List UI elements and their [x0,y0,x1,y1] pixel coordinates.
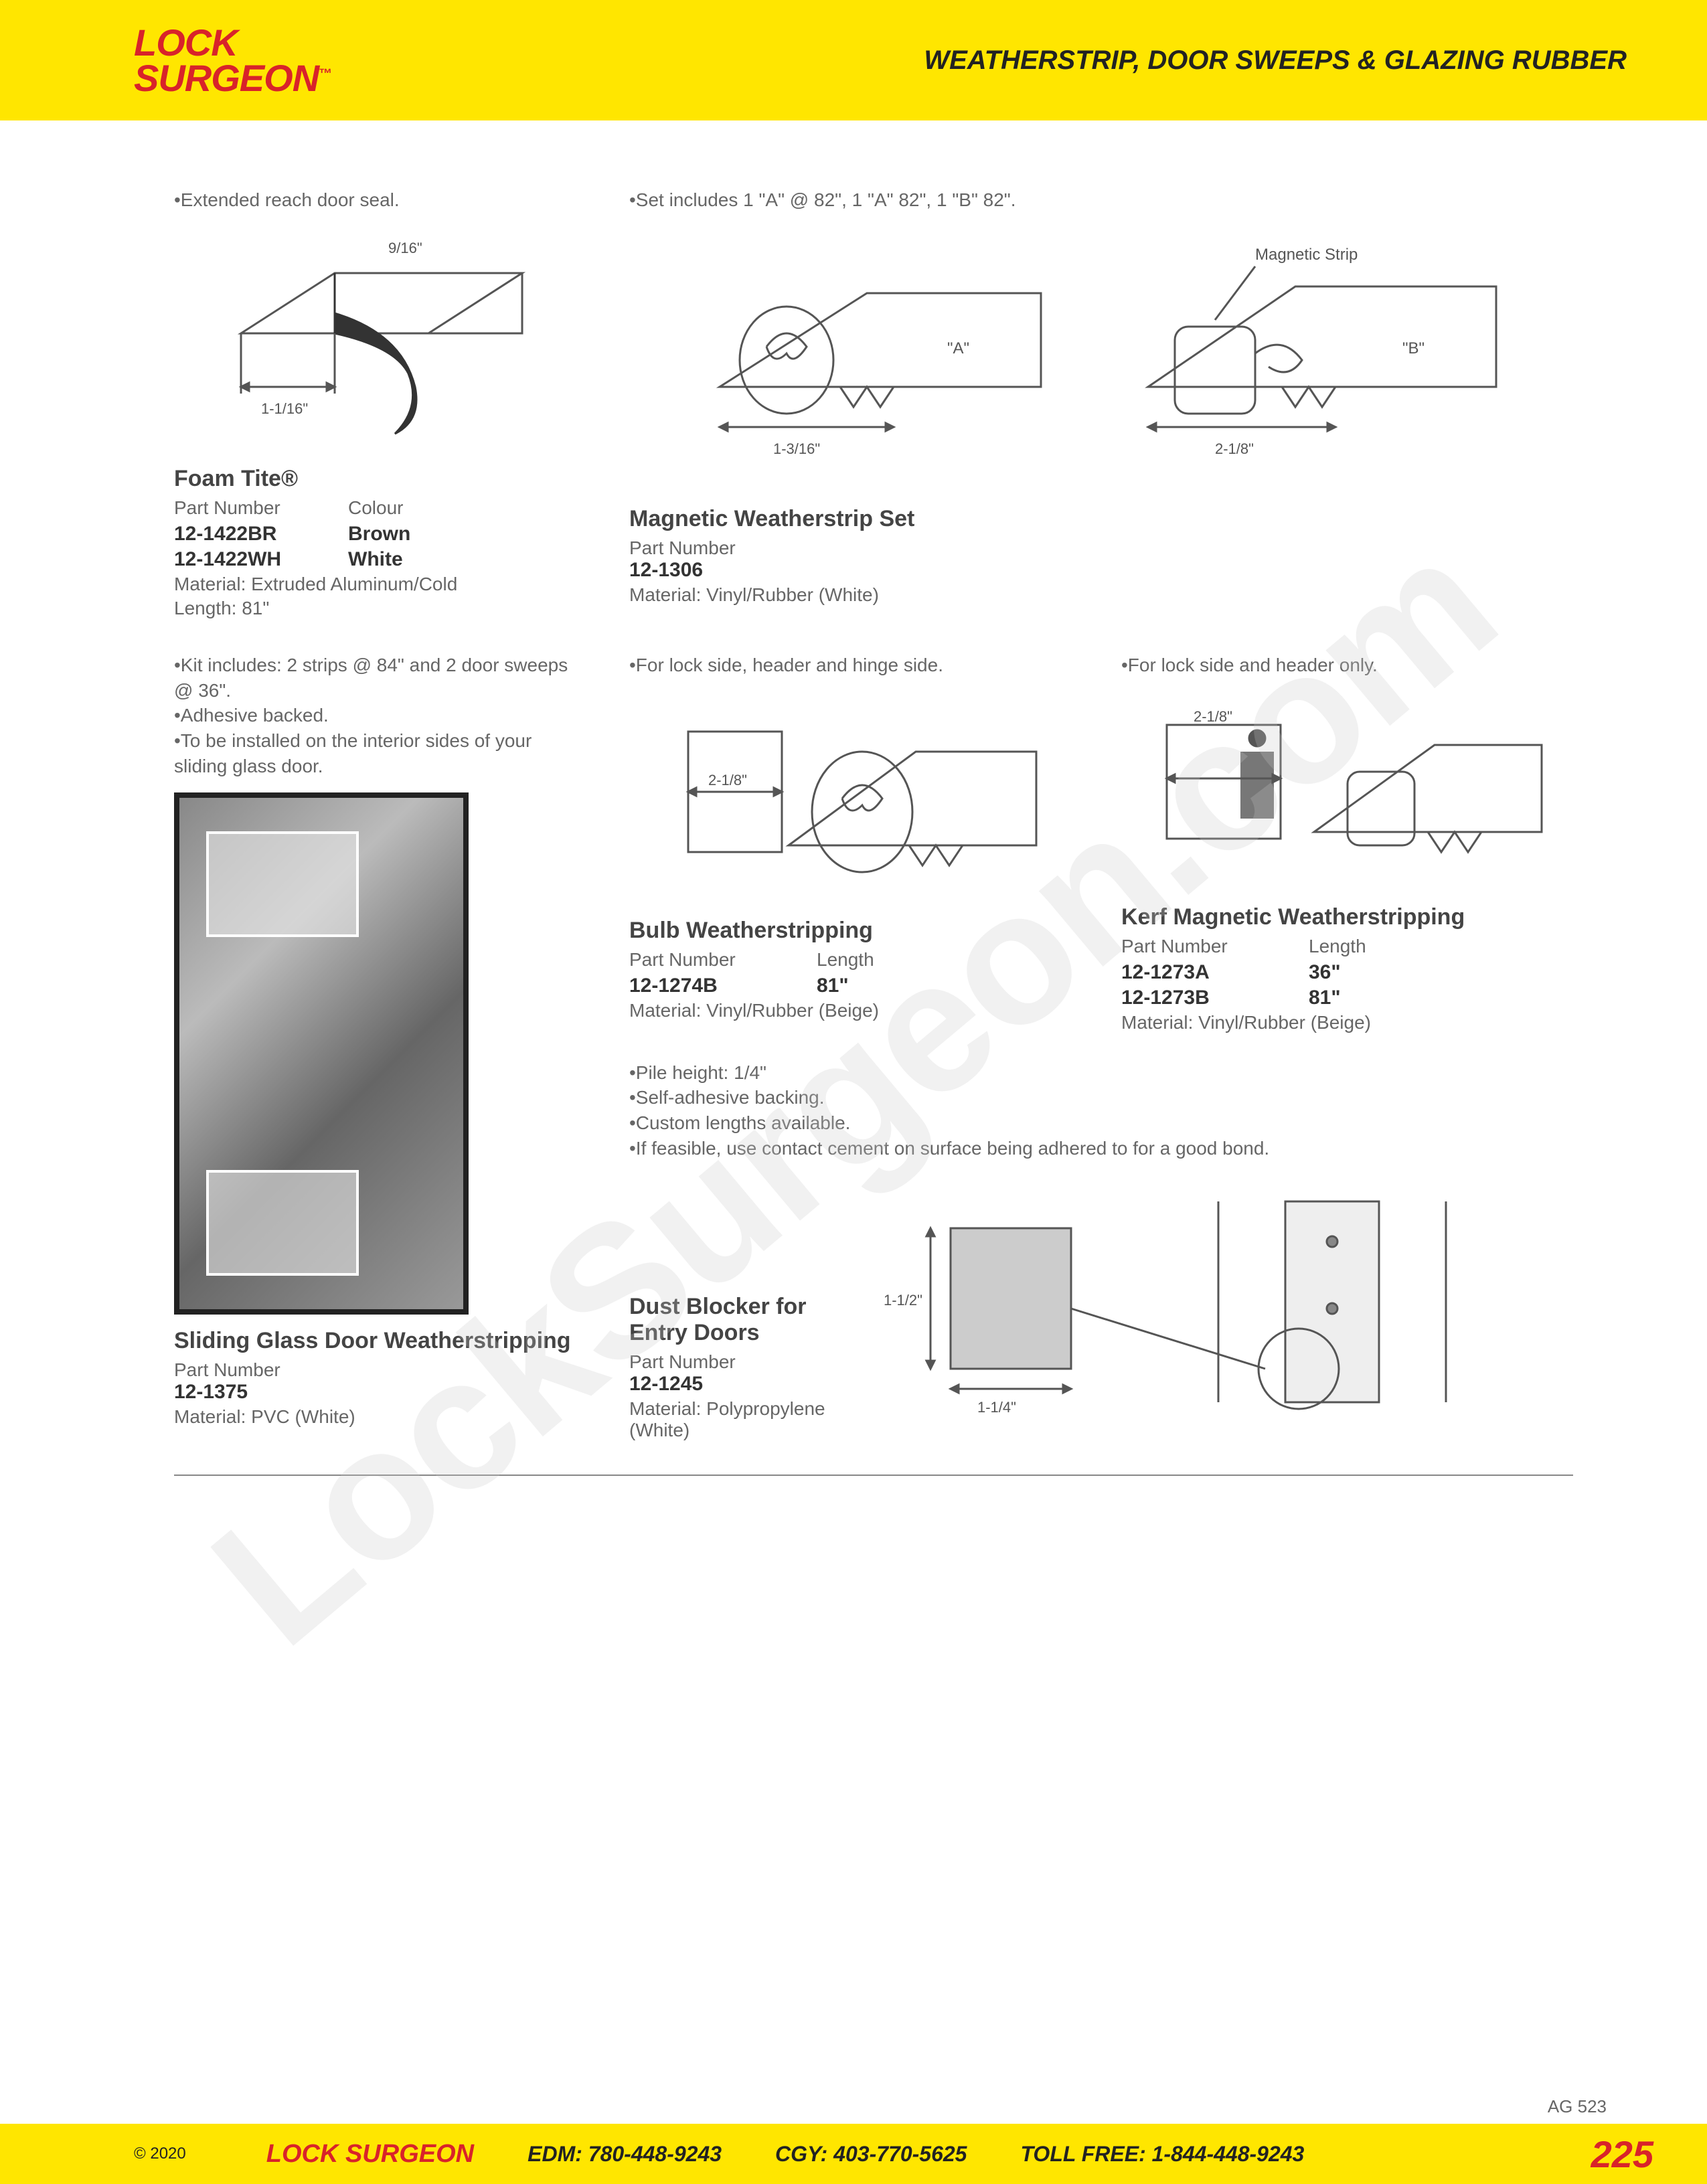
footer-bar: © 2020 LOCK SURGEON EDM: 780-448-9243 CG… [0,2124,1707,2184]
product-title: Kerf Magnetic Weatherstripping [1121,904,1573,930]
product-foam-tite: •Extended reach door seal. [174,187,576,619]
svg-text:2-1/8": 2-1/8" [1194,708,1232,725]
product-title: Foam Tite® [174,466,576,492]
page-number: 225 [1591,2132,1653,2176]
spec-row: 12-1274B 81" [629,975,1081,997]
right-column: •For lock side, header and hinge side. [629,653,1573,1441]
product-bulb: •For lock side, header and hinge side. [629,653,1081,1033]
spec-row: 12-1422BR Brown [174,523,576,545]
part-number: 12-1306 [629,559,1573,582]
part-number: 12-1375 [174,1381,576,1404]
spec-header: Part Number Colour [174,497,576,519]
diagram-kerf: 2-1/8" [1121,691,1573,892]
dim-w: 9/16" [388,240,422,256]
brand-logo: LOCK SURGEON™ [134,25,331,96]
material: Material: Vinyl/Rubber (Beige) [629,1000,1081,1021]
content-area: •Extended reach door seal. [0,120,1707,1503]
pn-label: Part Number [629,537,1573,559]
phone-cgy: CGY: 403-770-5625 [775,2142,967,2167]
diagram-foam-tite: 9/16" 1-1/16" [174,226,576,454]
product-row: •Extended reach door seal. [174,187,1573,619]
ag-code: AG 523 [1548,2096,1607,2117]
product-title: Sliding Glass Door Weatherstripping [174,1328,576,1354]
pn-label: Part Number [174,1359,576,1381]
dust-blocker-text: Dust Blocker for Entry Doors Part Number… [629,1294,843,1441]
product-title: Magnetic Weatherstrip Set [629,506,1573,532]
svg-text:2-1/8": 2-1/8" [1215,440,1254,457]
catalog-page: LockSurgeon.com LOCK SURGEON™ WEATHERSTR… [0,0,1707,2184]
spec-header: Part Number Length [1121,936,1573,957]
product-sliding-glass: •Kit includes: 2 strips @ 84" and 2 door… [174,653,576,1441]
length: Length: 81" [174,598,576,619]
product-note: •Set includes 1 "A" @ 82", 1 "A" 82", 1 … [629,187,1573,213]
product-title: Bulb Weatherstripping [629,918,1081,944]
svg-text:1-1/4": 1-1/4" [977,1399,1016,1416]
diagram-dust-blocker: 1-1/2" 1-1/4" [870,1175,1473,1429]
footer-brand: LOCK SURGEON [266,2140,474,2169]
product-note: •Extended reach door seal. [174,187,576,213]
logo-line1: LOCK [134,25,331,60]
spec-header: Part Number Length [629,949,1081,971]
page-title: WEATHERSTRIP, DOOR SWEEPS & GLAZING RUBB… [924,46,1627,76]
diagram-magnetic-set: "A" "B" 1-3/16" 2-1/8" Magnetic Strip [629,226,1573,494]
phone-toll: TOLL FREE: 1-844-448-9243 [1020,2142,1304,2167]
sub-row: •For lock side, header and hinge side. [629,653,1573,1033]
svg-text:1-3/16": 1-3/16" [773,440,820,457]
dust-blocker-layout: Dust Blocker for Entry Doors Part Number… [629,1175,1573,1441]
product-magnetic-set: •Set includes 1 "A" @ 82", 1 "A" 82", 1 … [629,187,1573,619]
product-kerf: •For lock side and header only. [1121,653,1573,1033]
svg-text:1-1/2": 1-1/2" [884,1292,922,1309]
product-title: Dust Blocker for Entry Doors [629,1294,843,1346]
product-dust-blocker: •Pile height: 1/4" •Self-adhesive backin… [629,1060,1573,1441]
svg-text:"B": "B" [1402,339,1425,357]
product-notes: •Kit includes: 2 strips @ 84" and 2 door… [174,653,576,779]
svg-text:Magnetic Strip: Magnetic Strip [1255,246,1358,264]
dim-h: 1-1/16" [261,400,308,417]
product-note: •For lock side, header and hinge side. [629,653,1081,678]
diagram-bulb: 2-1/8" [629,691,1081,906]
product-notes: •Pile height: 1/4" •Self-adhesive backin… [629,1060,1573,1161]
svg-text:"A": "A" [947,339,969,357]
material: Material: Vinyl/Rubber (White) [629,584,1573,606]
material: Material: Vinyl/Rubber (Beige) [1121,1012,1573,1033]
part-number: 12-1245 [629,1373,843,1396]
product-note: •For lock side and header only. [1121,653,1573,678]
material: Material: PVC (White) [174,1406,576,1428]
material: Material: Extruded Aluminum/Cold [174,574,576,595]
product-photo [174,792,469,1315]
svg-text:2-1/8": 2-1/8" [708,772,747,788]
spec-row: 12-1422WH White [174,548,576,571]
spec-row: 12-1273B 81" [1121,987,1573,1009]
product-row: •Kit includes: 2 strips @ 84" and 2 door… [174,653,1573,1441]
material: Material: Polypropylene (White) [629,1398,843,1441]
logo-line2: SURGEON™ [134,60,331,96]
header-bar: LOCK SURGEON™ WEATHERSTRIP, DOOR SWEEPS … [0,0,1707,120]
spec-row: 12-1273A 36" [1121,961,1573,984]
copyright: © 2020 [134,2145,186,2163]
pn-label: Part Number [629,1351,843,1373]
section-divider [174,1475,1573,1476]
phone-edm: EDM: 780-448-9243 [527,2142,722,2167]
